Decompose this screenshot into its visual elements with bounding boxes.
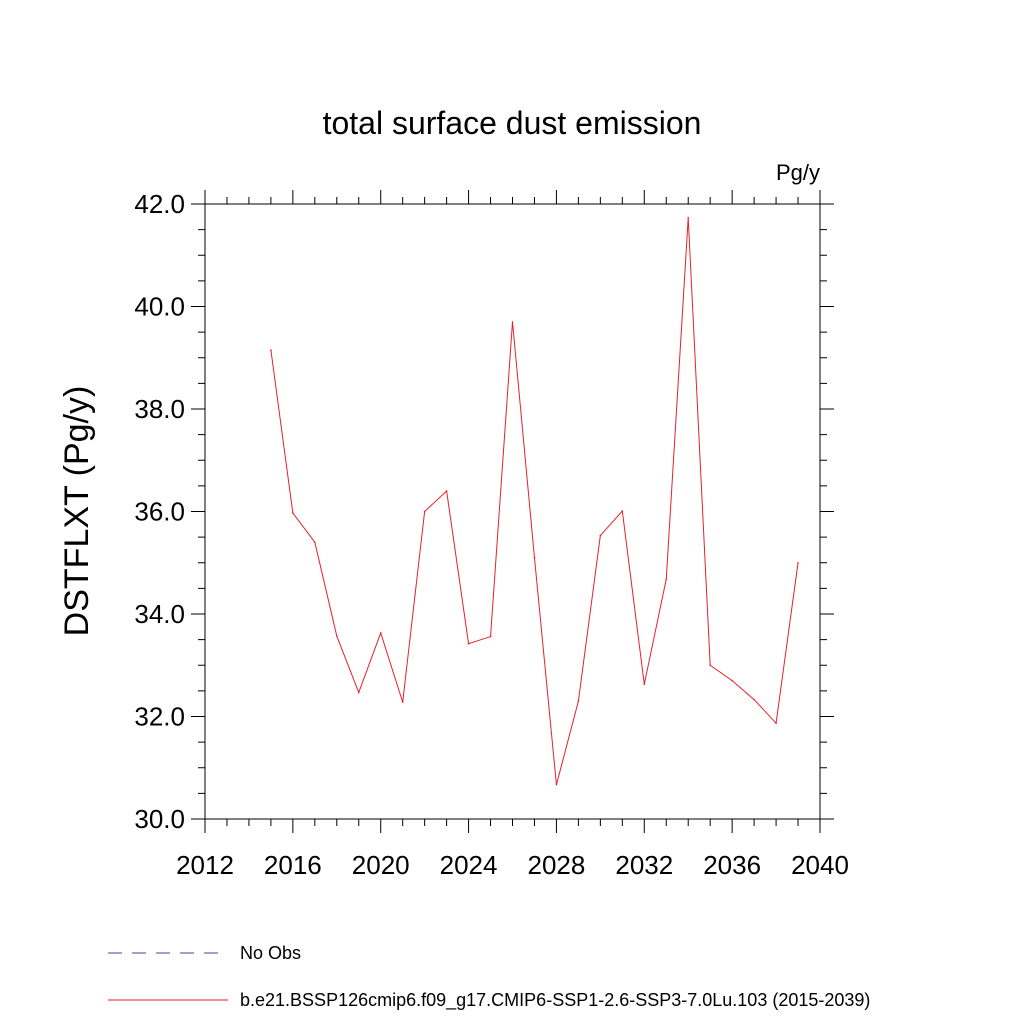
- y-tick-label: 34.0: [134, 599, 185, 629]
- legend-label-model-run: b.e21.BSSP126cmip6.f09_g17.CMIP6-SSP1-2.…: [240, 990, 870, 1011]
- x-tick-label: 2040: [791, 850, 849, 880]
- data-point: [577, 700, 580, 702]
- data-point: [357, 691, 360, 694]
- data-point: [270, 349, 272, 351]
- x-tick-label: 2020: [352, 850, 410, 880]
- data-point: [753, 698, 755, 701]
- axes: 2012 2016 2020 2024 2028 2032 2036 2040 30.0 32.0…: [134, 189, 849, 880]
- y-tick-label: 40.0: [134, 292, 185, 322]
- data-point: [687, 217, 690, 219]
- units-label: Pg/y: [776, 160, 820, 185]
- data-point: [709, 664, 711, 667]
- data-point: [467, 642, 470, 645]
- data-point: [555, 783, 558, 786]
- data-point: [599, 534, 602, 537]
- y-tick-label: 38.0: [134, 394, 185, 424]
- x-tick-label: 2032: [615, 850, 673, 880]
- data-point: [314, 541, 316, 544]
- data-point: [621, 510, 624, 512]
- y-tick-label: 32.0: [134, 702, 185, 732]
- data-point: [335, 635, 338, 637]
- y-tick-label: 30.0: [134, 804, 185, 834]
- data-point: [423, 510, 426, 513]
- x-tick-label: 2012: [176, 850, 234, 880]
- data-point: [292, 512, 294, 514]
- series-group: [270, 217, 799, 786]
- y-axis-label: DSTFLXT (Pg/y): [58, 386, 96, 637]
- chart-title: total surface dust emission: [323, 105, 702, 141]
- x-tick-label: 2016: [264, 850, 322, 880]
- series-line: [270, 217, 799, 785]
- legend-label-no-obs: No Obs: [240, 943, 301, 963]
- data-point: [775, 722, 777, 724]
- data-point: [665, 578, 668, 580]
- data-point: [533, 556, 536, 559]
- x-tick-label: 2036: [703, 850, 761, 880]
- x-tick-label: 2028: [528, 850, 586, 880]
- plot-frame: [204, 203, 821, 820]
- y-tick-label: 36.0: [134, 497, 185, 527]
- data-point: [489, 635, 492, 638]
- data-point: [445, 490, 448, 492]
- data-point: [643, 683, 646, 686]
- x-tick-label: 2024: [440, 850, 498, 880]
- data-point: [379, 632, 382, 634]
- legend: No Obs b.e21.BSSP126cmip6.f09_g17.CMIP6-…: [108, 943, 870, 1011]
- data-point: [511, 321, 514, 323]
- data-point: [797, 561, 799, 564]
- data-point: [401, 701, 404, 703]
- data-point: [731, 679, 733, 682]
- y-tick-label: 42.0: [134, 189, 185, 219]
